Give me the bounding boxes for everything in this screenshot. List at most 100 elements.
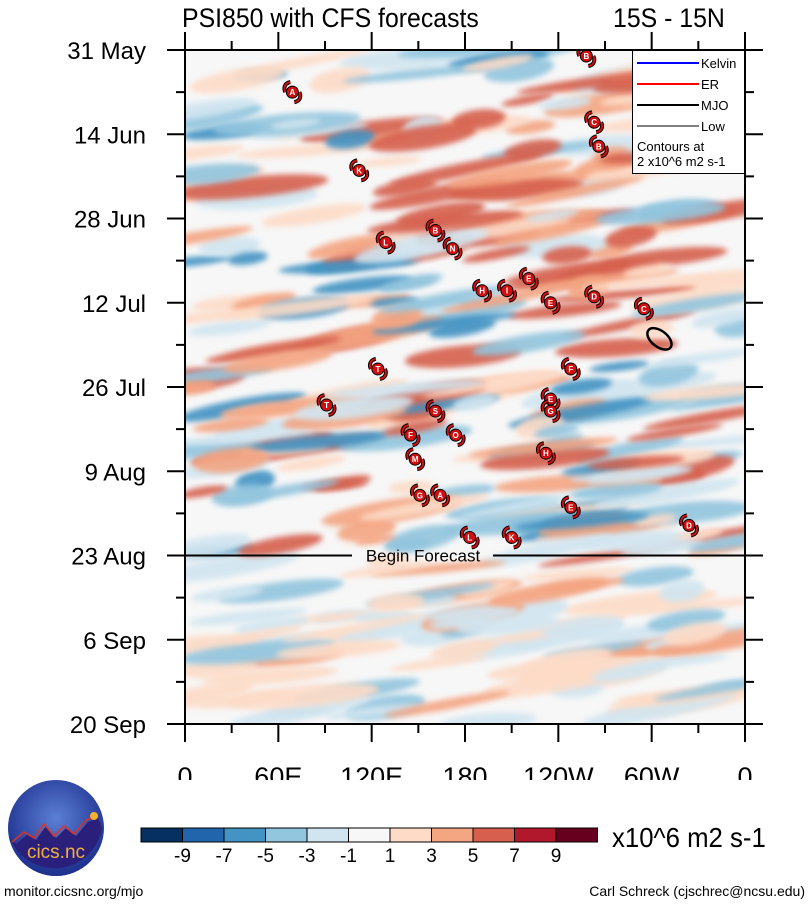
field-patch [422,372,555,397]
field-patch [430,638,498,661]
field-patch [237,533,323,557]
storm-arm [283,81,302,104]
field-patch [581,691,735,724]
storm-eye [352,163,366,177]
storm-eye [637,302,651,316]
legend-item-kelvin: Kelvin [637,56,736,71]
storm-marker-icon: H [535,441,556,466]
field-patch [488,578,607,606]
colorbar-label: 1 [385,846,396,867]
field-patch [623,263,674,278]
field-patch [520,647,612,675]
legend-item-low: Low [637,118,725,134]
field-patch [226,625,304,643]
field-patch [525,209,579,222]
field-patch [185,639,335,665]
storm-arm [431,484,450,507]
storm-arm [473,279,492,302]
field-patch [641,382,745,401]
footer-url[interactable]: monitor.cicsnc.org/mjo [4,883,144,899]
legend: Kelvin ER MJO Low Contours at 2 x10^6 m2… [632,50,745,174]
storm-arm [634,297,653,320]
storm-arm [426,400,445,423]
field-patch [442,511,588,536]
storm-eye [285,85,299,99]
field-patch [538,96,592,111]
field-patch [542,246,593,265]
field-patch [589,360,650,373]
field-patch [654,672,745,701]
storm-marker-icon: M [405,447,426,472]
field-patch [626,423,723,441]
colorbar-units: x10^6 m2 s-1 [612,822,766,853]
legend-label: Low [701,118,725,134]
colorbar-label: 7 [509,846,520,867]
field-patch [662,622,726,646]
storm-eye [522,272,536,286]
y-tick-label: 26 Jul [82,375,146,402]
storm-eye [379,236,393,250]
field-patch [462,54,534,72]
y-tick-label: 31 May [67,38,146,65]
cics-logo: cics.nc [6,778,106,878]
storm-arm [368,357,387,380]
storm-marker-icon: I [497,278,517,303]
storm-letter: F [408,431,413,440]
field-patch [541,616,624,640]
storm-eye [446,242,460,256]
storm-arm [541,400,560,423]
storm-arm [460,526,479,549]
storm-letter: F [568,365,573,374]
field-patch [367,210,524,234]
storm-marker-icon: D [584,284,605,309]
field-patch [281,614,429,642]
field-patch [688,530,745,552]
storm-markers: B A C B K B L N E H I D E C F T E T S G F O H M G A E D L K [282,50,699,550]
storm-marker-icon: K [349,158,370,183]
field-patch [447,159,573,189]
storm-arm [561,357,580,380]
colorbar-label: -5 [257,846,274,867]
forecast-label: Begin Forecast [366,547,481,566]
logo-icon: cics.nc [8,780,104,876]
storm-eye [449,428,463,442]
field-patch [593,478,740,509]
storm-eye [587,115,601,129]
y-tick-label: 9 Aug [85,459,146,486]
field-patch [534,423,580,438]
storm-eye [404,428,418,442]
storm-eye [544,404,558,418]
storm-arm [317,394,336,417]
x-axis: 0 60E 120E 180 120W 60W 0 [177,32,753,780]
field-patch [388,537,431,551]
storm-letter: E [568,503,574,512]
storm-letter: G [417,491,423,500]
field-patch [359,493,490,521]
legend-item-er: ER [637,77,719,92]
x-tick-label: 60E [254,762,302,780]
storm-arm [376,231,395,254]
field-patch [343,64,498,83]
field-patch [659,579,705,603]
field-patch [325,129,375,150]
storm-arm [585,285,604,308]
storm-eye [408,452,422,466]
storm-eye [475,284,489,298]
field-patch [222,349,333,374]
field-patch [185,533,251,565]
x-tick-label: 180 [442,762,487,780]
storm-arm [406,448,425,471]
field-patch [185,98,257,123]
field-patch [620,538,703,556]
colorbar-swatch [431,827,474,843]
field-patch [581,274,724,290]
field-patch [643,403,745,430]
field-patch [324,379,484,398]
field-patch [591,661,669,683]
field-patch [187,319,272,337]
field-patch [691,307,745,329]
field-patch [185,440,263,462]
storm-marker-icon: H [472,278,493,303]
storm-letter: A [437,491,443,500]
field-patch [638,360,699,387]
